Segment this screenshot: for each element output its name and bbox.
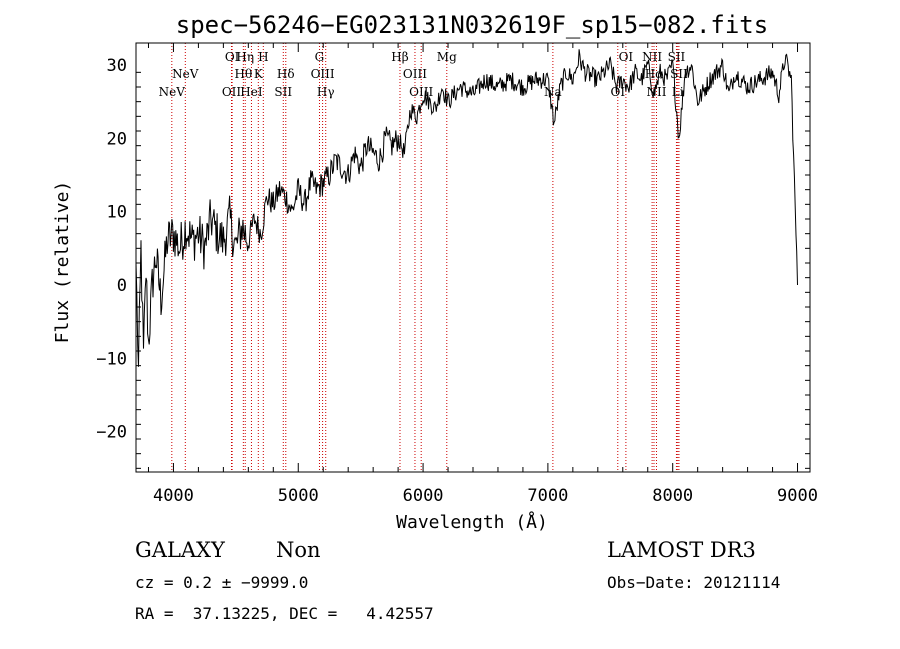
y-tick-label: −10 bbox=[96, 349, 127, 369]
object-subclass: Non bbox=[276, 538, 321, 562]
redshift-readout: cz = 0.2 ± −9999.0 bbox=[135, 573, 309, 592]
line-label-24: SII bbox=[668, 50, 686, 64]
x-tick-label: 6000 bbox=[403, 486, 444, 506]
y-tick-label: 0 bbox=[117, 276, 127, 296]
line-label-6: HeI bbox=[240, 85, 263, 99]
line-label-21: NII bbox=[642, 50, 662, 64]
line-label-10: Hδ bbox=[277, 67, 295, 81]
line-label-2: OII bbox=[222, 85, 242, 99]
x-axis-label: Wavelength (Å) bbox=[396, 511, 548, 533]
object-class: GALAXY bbox=[135, 538, 225, 562]
y-axis: −20 −10 0 10 20 30 bbox=[96, 56, 810, 469]
observation-date: Obs−Date: 20121114 bbox=[607, 573, 781, 592]
line-label-13: Hγ bbox=[317, 85, 335, 99]
line-label-7: K bbox=[254, 67, 264, 81]
line-label-18: Na bbox=[544, 85, 562, 99]
line-label-22: Hα bbox=[645, 67, 664, 81]
line-label-0: NeV bbox=[159, 85, 186, 99]
line-label-19: OI bbox=[610, 85, 625, 99]
line-label-9: SII bbox=[274, 85, 292, 99]
line-label-16: OIII bbox=[409, 85, 433, 99]
spectral-line-labels: NeV NeV OII OI Hθ Hη HeI KH SII Hδ G OIII Hγ Hβ OIII OI… bbox=[159, 50, 688, 99]
y-tick-label: −20 bbox=[96, 423, 127, 443]
line-label-20: OI bbox=[619, 50, 634, 64]
spectrum-line bbox=[135, 49, 798, 367]
line-label-12: OIII bbox=[311, 67, 335, 81]
line-label-15: OIII bbox=[403, 67, 427, 81]
survey-name: LAMOST DR3 bbox=[607, 538, 756, 562]
coordinates-readout: RA = 37.13225, DEC = 4.42557 bbox=[135, 604, 434, 623]
line-label-5: Hη bbox=[236, 50, 254, 64]
y-tick-label: 20 bbox=[107, 129, 127, 149]
line-label-4: Hθ bbox=[234, 67, 252, 81]
line-label-8: H bbox=[258, 50, 268, 64]
line-label-14: Hβ bbox=[391, 50, 408, 64]
line-label-1: NeV bbox=[172, 67, 199, 81]
x-tick-label: 4000 bbox=[153, 486, 194, 506]
line-label-11: G bbox=[315, 50, 325, 64]
line-label-3: OI bbox=[225, 50, 240, 64]
x-axis: 4000 5000 6000 7000 8000 9000 bbox=[147, 43, 818, 506]
x-tick-label: 9000 bbox=[777, 486, 818, 506]
plot-frame bbox=[135, 42, 811, 473]
line-label-17: Mg bbox=[437, 50, 457, 64]
x-tick-label: 7000 bbox=[527, 486, 568, 506]
line-label-26: Li bbox=[672, 85, 684, 99]
y-tick-label: 10 bbox=[107, 203, 127, 223]
chart-title: spec−56246−EG023131N032619F_sp15−082.fit… bbox=[176, 11, 768, 39]
y-axis-label: Flux (relative) bbox=[52, 181, 73, 344]
y-tick-label: 30 bbox=[107, 56, 127, 76]
x-tick-label: 5000 bbox=[278, 486, 319, 506]
line-label-23: NII bbox=[646, 85, 666, 99]
line-label-25: SII bbox=[670, 67, 688, 81]
x-tick-label: 8000 bbox=[652, 486, 693, 506]
spectral-line-markers bbox=[171, 43, 680, 472]
